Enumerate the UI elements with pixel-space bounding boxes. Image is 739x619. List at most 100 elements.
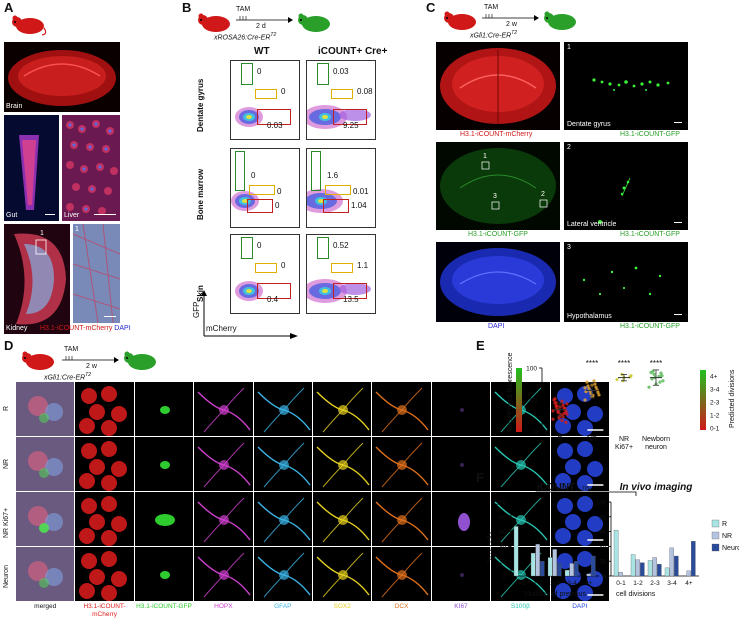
genotype-label: xGli1:Cre-ERT2 — [44, 372, 92, 382]
cell-signal — [159, 461, 170, 469]
significance-label: **** — [586, 359, 598, 368]
legend-label: NR — [722, 533, 732, 540]
data-point — [560, 418, 564, 423]
facs-plot: 0 0 0.4 — [230, 234, 300, 314]
mcherry-gate — [323, 199, 349, 213]
cell-signal — [79, 496, 128, 546]
legend-swatch — [711, 519, 720, 528]
micrograph-tile — [253, 382, 312, 436]
data-point — [555, 404, 559, 408]
micrograph-tile — [431, 492, 491, 546]
mcherry-gate — [333, 109, 367, 125]
gut-image: Gut — [4, 115, 59, 221]
double-gate — [255, 89, 277, 99]
y-tick-label: 0 — [603, 575, 607, 581]
gfp-gate — [311, 151, 321, 191]
bar — [513, 526, 519, 577]
micrograph-tile — [16, 547, 75, 601]
legend-a: H3.1-iCOUNT-mCherry DAPI — [40, 325, 131, 332]
gate-value: 13.5 — [343, 295, 359, 304]
brain-dapi-image — [436, 242, 560, 322]
gfp-zoom-dentate: 1 Dentate gyrus — [564, 42, 688, 130]
tile-label-liver: Liver — [64, 212, 80, 219]
scale-bar — [94, 214, 116, 215]
y-tick-label: 100 — [596, 501, 607, 507]
data-point — [585, 380, 589, 384]
data-point — [561, 403, 565, 407]
zoom-label-lateral: Lateral ventricle — [567, 221, 617, 228]
gate-value: 0.03 — [333, 67, 349, 76]
bar — [586, 573, 591, 577]
bar — [664, 567, 670, 577]
legend-swatch — [711, 543, 720, 552]
gfp-zoom-hypothalamus: 3 Hypothalamus — [564, 242, 688, 322]
color-scale-bar — [516, 368, 522, 432]
gate-value: 0 — [251, 171, 256, 180]
micrograph-tile — [372, 437, 431, 491]
x-tick-label: R — [557, 436, 562, 443]
gate-value: 0 — [257, 241, 262, 250]
double-gate — [331, 89, 353, 99]
column-label: SOX2 — [333, 603, 351, 610]
micrograph-tile — [16, 382, 75, 436]
micrograph-tile — [75, 437, 134, 491]
zoom-number-2: 2 — [567, 144, 571, 151]
data-point — [551, 409, 555, 413]
y-tick-label: 80 — [599, 515, 606, 521]
cell-signal — [159, 406, 170, 414]
double-gate — [249, 185, 275, 195]
x-tick-label: neuron — [645, 444, 667, 451]
legend-mcherry: H3.1-iCOUNT-mCherry — [40, 325, 113, 332]
cell-signal — [554, 441, 603, 491]
cell-signal — [197, 387, 251, 433]
data-point — [562, 411, 566, 416]
column-label: merged — [34, 603, 57, 610]
micrograph-tile — [550, 437, 609, 491]
kidney-inset-image: 1 — [73, 224, 120, 323]
legend-label: R — [722, 521, 727, 528]
duration-label: 2 w — [506, 21, 517, 28]
gate-value: 0.4 — [267, 295, 279, 304]
data-point — [659, 371, 663, 375]
bar — [530, 552, 536, 577]
x-tick-label: 0-1 — [516, 580, 526, 587]
mcherry-gate — [333, 283, 367, 299]
red-mouse-icon — [444, 11, 476, 30]
cell-signal — [154, 514, 175, 526]
subchart-title: iCOUNT — [537, 482, 575, 493]
zoom-number-1: 1 — [567, 44, 571, 51]
gfp-gate — [317, 237, 329, 259]
panel-label-b: B — [182, 0, 192, 15]
bar — [591, 555, 596, 577]
zoom-number-3: 3 — [567, 244, 571, 251]
micrograph-tile — [431, 382, 491, 436]
right-axis-label: Predicted divisions — [729, 369, 736, 428]
cell-signal — [79, 551, 128, 601]
y-axis-label: % GFP/total fluorescence — [507, 353, 514, 432]
cell-signal — [459, 463, 464, 467]
double-gate — [325, 185, 351, 195]
scale-bar — [674, 314, 682, 315]
column-label: DAPI — [572, 603, 588, 610]
y-tick-label: 60 — [499, 530, 506, 536]
duration-label: 2 d — [256, 23, 266, 30]
cell-signal — [197, 497, 251, 543]
gate-value: 0 — [277, 187, 282, 196]
x-tick-label: 3-4 — [567, 580, 577, 587]
y-tick-label: 0 — [533, 430, 537, 437]
micrograph-tile — [550, 492, 609, 546]
cell-signal — [375, 387, 429, 433]
legend-label: Neuron — [722, 545, 739, 552]
gate-value: 0.52 — [333, 241, 349, 250]
timeline-arrow — [62, 356, 119, 363]
micrograph-tile — [134, 547, 194, 601]
bar — [657, 564, 662, 577]
panel-label-e: E — [476, 338, 485, 353]
col-header-wt: WT — [254, 46, 270, 57]
column-label: HOPX — [214, 603, 233, 610]
column-label: GFAP — [274, 603, 292, 610]
cell-signal — [375, 497, 429, 543]
kidney-image: 1 Kidney — [4, 224, 70, 334]
micrograph-tile — [253, 437, 312, 491]
row-label-dentate: Dentate gyrus — [196, 78, 205, 132]
